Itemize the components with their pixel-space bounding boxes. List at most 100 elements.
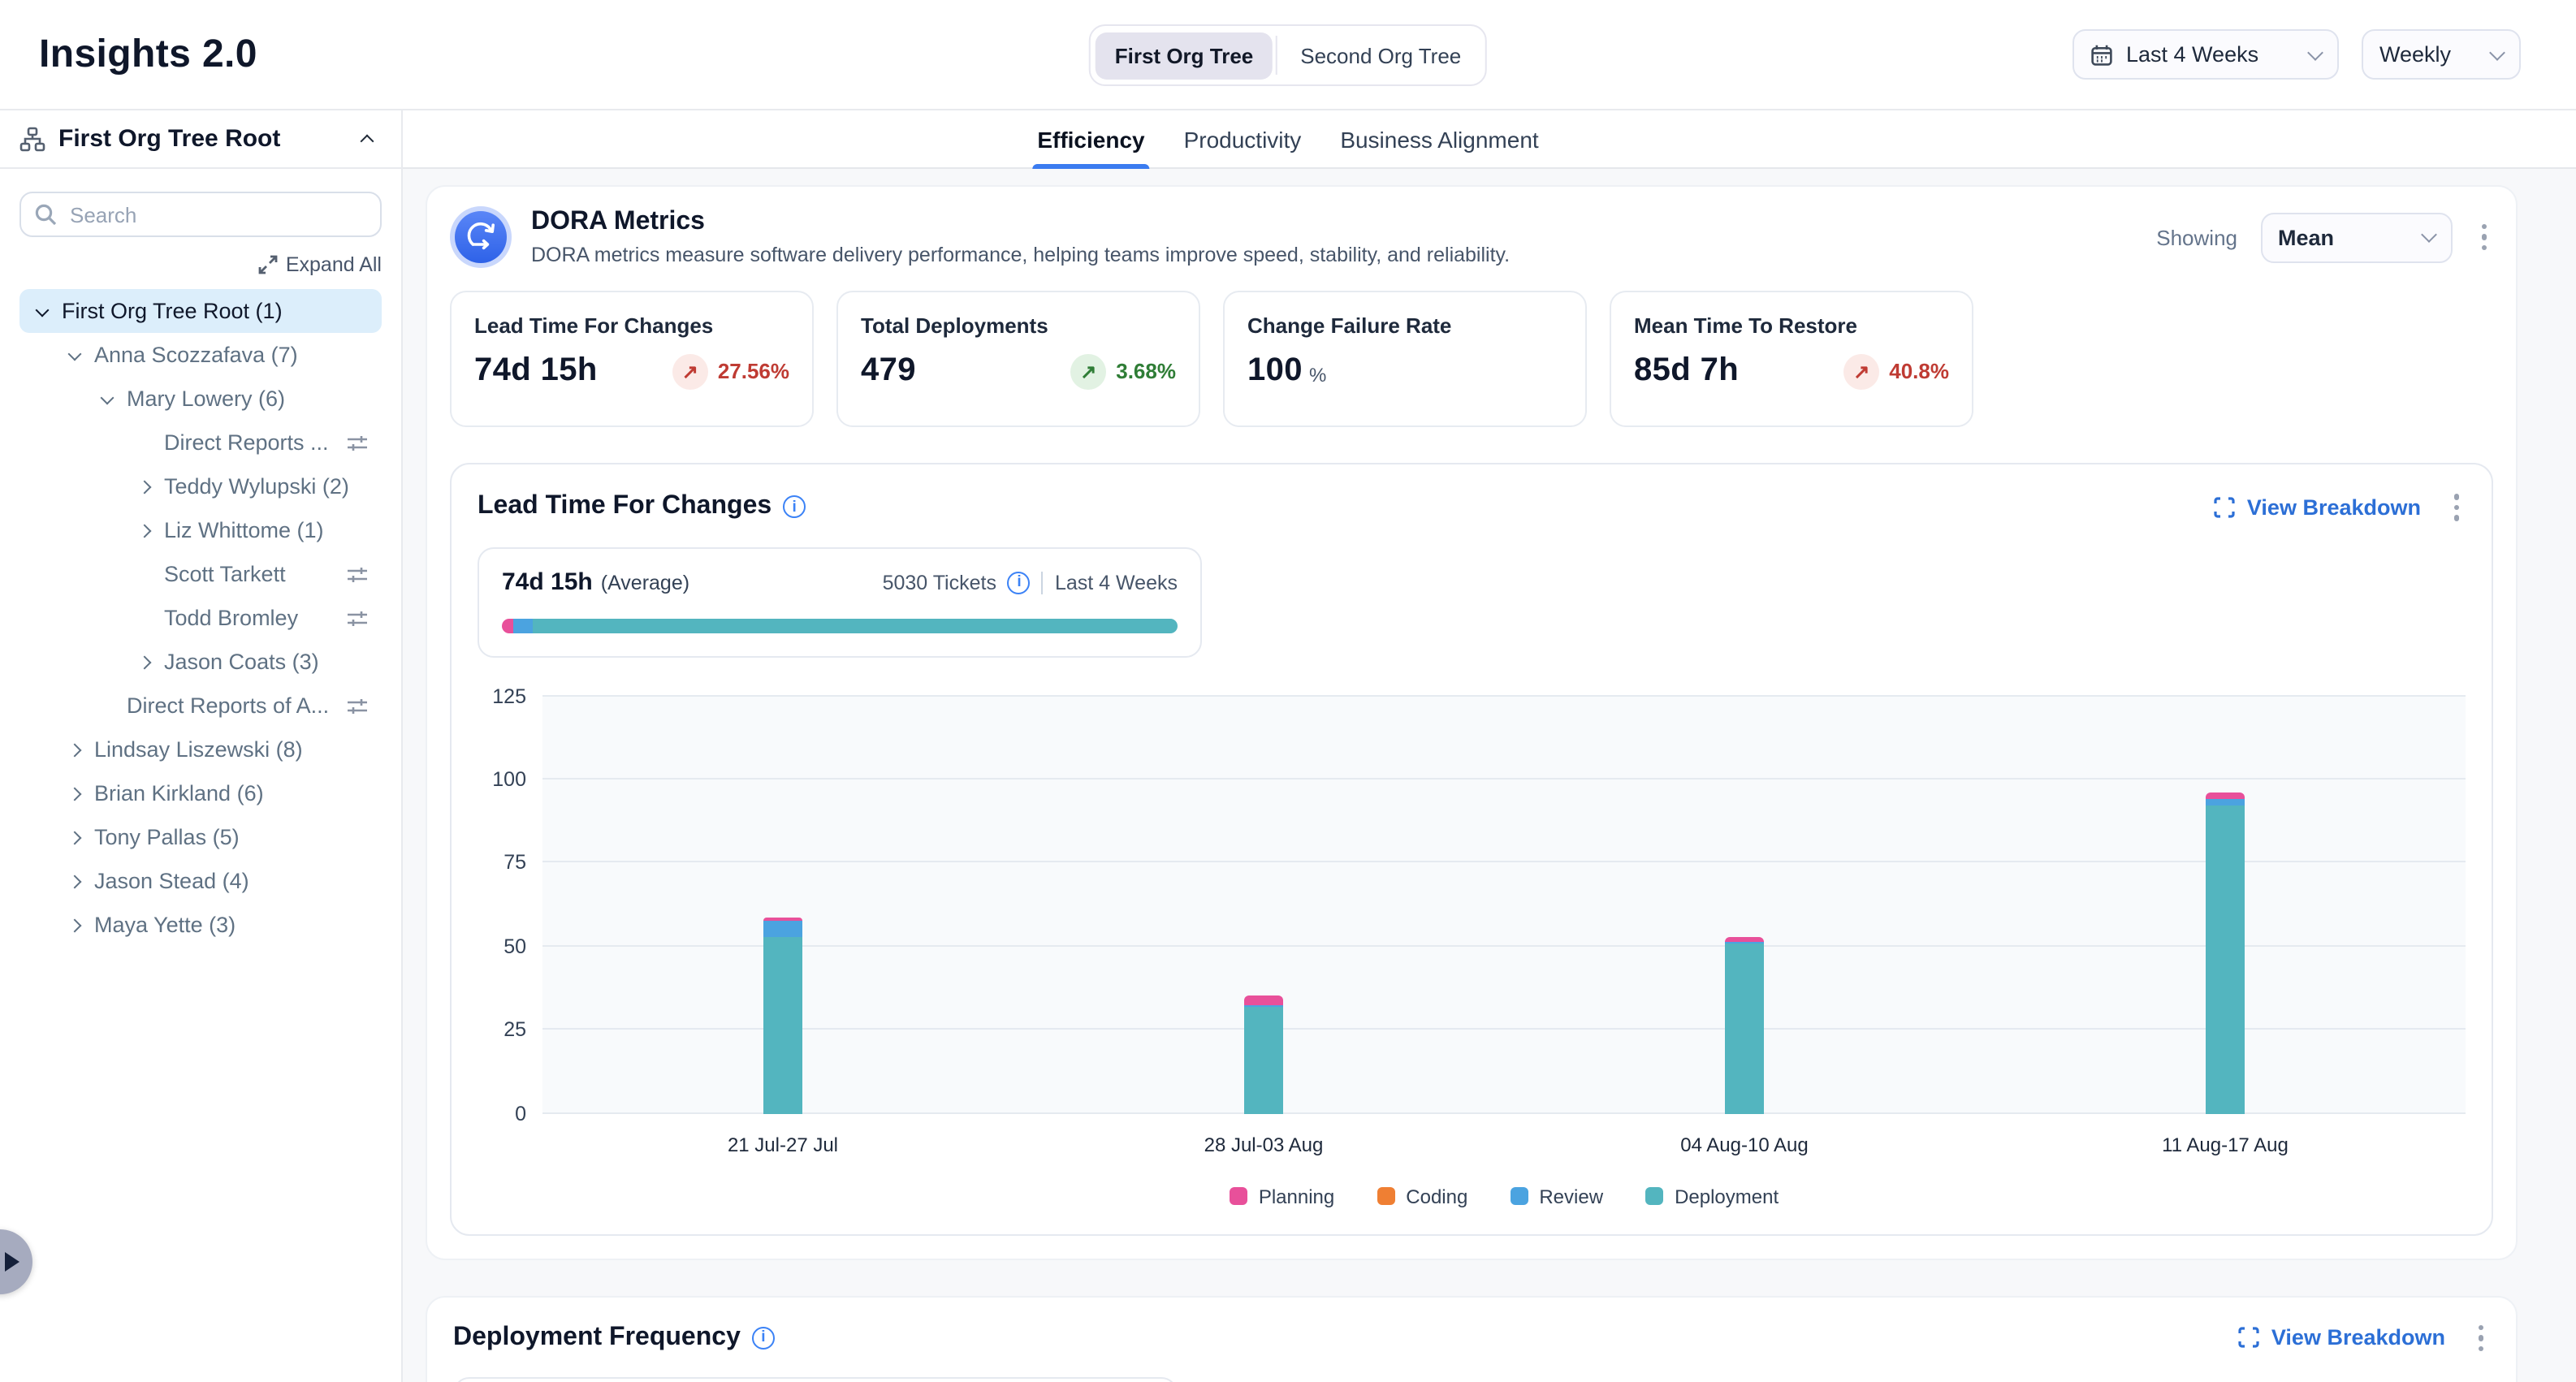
chevron-down-icon <box>2307 44 2323 60</box>
average-value: 74d 15h <box>502 568 593 595</box>
expand-icon <box>258 255 278 274</box>
tree-item-mary-lowery[interactable]: Mary Lowery (6) <box>19 377 382 421</box>
range-label: Last 4 Weeks <box>1055 571 1178 594</box>
toggle-second-org-tree[interactable]: Second Org Tree <box>1281 32 1480 79</box>
dora-title: DORA Metrics <box>531 208 1510 237</box>
tree-item-jason-coats[interactable]: Jason Coats (3) <box>19 640 382 684</box>
chevron-down-icon <box>2489 44 2505 60</box>
y-tick-label: 75 <box>504 852 526 875</box>
view-breakdown-link[interactable]: View Breakdown <box>2239 1326 2445 1350</box>
deployment-summary-box <box>453 1377 1178 1382</box>
trend-badge: ↗ 3.68% <box>1070 353 1176 389</box>
y-axis: 0255075100125 <box>478 696 542 1113</box>
chart-legend: Planning Coding Review <box>542 1185 2466 1207</box>
expand-all-button[interactable]: Expand All <box>0 253 382 276</box>
info-icon[interactable]: i <box>752 1327 775 1350</box>
search-icon <box>34 203 57 226</box>
legend-swatch <box>1510 1187 1528 1205</box>
org-tree: First Org Tree Root (1) Anna Scozzafava … <box>0 289 401 947</box>
legend-review: Review <box>1510 1185 1603 1207</box>
phase-progress-bar <box>502 618 1178 633</box>
chevron-down-icon <box>29 308 55 314</box>
deployment-frequency-title: Deployment Frequency <box>453 1324 741 1353</box>
filter-sliders-icon[interactable] <box>346 563 369 585</box>
sidebar-title: First Org Tree Root <box>58 125 280 153</box>
tree-item-teddy-wylupski[interactable]: Teddy Wylupski (2) <box>19 464 382 508</box>
filter-sliders-icon[interactable] <box>346 431 369 454</box>
sidebar-collapse-chevron[interactable] <box>352 124 382 153</box>
dora-kebab-menu[interactable] <box>2474 218 2493 257</box>
tabs-bar: Efficiency Productivity Business Alignme… <box>403 110 2576 169</box>
stacked-bar <box>763 696 802 1113</box>
bar-segment-planning <box>1244 995 1283 1004</box>
dora-subtitle: DORA metrics measure software delivery p… <box>531 244 1510 266</box>
filter-sliders-icon[interactable] <box>346 607 369 629</box>
play-triangle-icon <box>4 1252 19 1272</box>
tree-item-todd-bromley[interactable]: Todd Bromley <box>19 596 382 640</box>
metric-card-mean-time-to-restore: Mean Time To Restore 85d 7h ↗ 40.8% <box>1610 291 1973 427</box>
dora-metrics-panel: DORA Metrics DORA metrics measure softwa… <box>426 185 2518 1259</box>
showing-value: Mean <box>2278 225 2400 249</box>
app-window: Insights 2.0 First Org Tree Second Org T… <box>0 0 2576 1382</box>
bar-segment-review <box>763 922 802 937</box>
tree-item-lindsay-liszewski[interactable]: Lindsay Liszewski (8) <box>19 728 382 771</box>
tree-item-direct-reports[interactable]: Direct Reports ... <box>19 421 382 464</box>
progress-segment-review <box>512 618 533 633</box>
legend-planning: Planning <box>1230 1185 1334 1207</box>
toggle-divider <box>1276 36 1277 75</box>
top-bar: Insights 2.0 First Org Tree Second Org T… <box>0 0 2576 110</box>
lead-time-kebab-menu[interactable] <box>2447 487 2466 527</box>
progress-segment-planning <box>502 618 512 633</box>
sidebar-search <box>19 192 382 237</box>
granularity-select[interactable]: Weekly <box>2362 29 2521 80</box>
app-title: Insights 2.0 <box>39 32 257 77</box>
tab-efficiency[interactable]: Efficiency <box>1032 110 1149 169</box>
toggle-first-org-tree[interactable]: First Org Tree <box>1096 32 1273 79</box>
sidebar-header: First Org Tree Root <box>0 110 401 169</box>
tickets-count: 5030 Tickets <box>883 571 996 594</box>
topbar-controls: Last 4 Weeks Weekly <box>2072 29 2521 80</box>
chevron-down-icon <box>62 352 88 358</box>
bar-segment-deployment <box>1725 943 1764 1113</box>
tree-item-brian-kirkland[interactable]: Brian Kirkland (6) <box>19 771 382 815</box>
tree-item-root[interactable]: First Org Tree Root (1) <box>19 289 382 333</box>
tree-item-direct-reports-of-a[interactable]: Direct Reports of A... <box>19 684 382 728</box>
info-icon[interactable]: i <box>783 496 806 519</box>
y-tick-label: 0 <box>515 1102 526 1125</box>
tab-business-alignment[interactable]: Business Alignment <box>1335 110 1543 169</box>
calendar-icon <box>2090 43 2113 66</box>
tab-productivity[interactable]: Productivity <box>1179 110 1307 169</box>
tree-item-jason-stead[interactable]: Jason Stead (4) <box>19 859 382 903</box>
bar-segment-deployment <box>1244 1006 1283 1113</box>
tree-item-scott-tarkett[interactable]: Scott Tarkett <box>19 552 382 596</box>
tree-item-maya-yette[interactable]: Maya Yette (3) <box>19 903 382 947</box>
stacked-bar <box>1725 696 1764 1113</box>
info-icon[interactable]: i <box>1008 571 1031 594</box>
progress-segment-deployment <box>533 618 1178 633</box>
y-tick-label: 125 <box>492 685 526 707</box>
view-breakdown-link[interactable]: View Breakdown <box>2215 495 2421 520</box>
org-tree-icon <box>19 126 45 152</box>
date-range-select[interactable]: Last 4 Weeks <box>2072 29 2339 80</box>
legend-swatch <box>1645 1187 1663 1205</box>
tree-item-anna-scozzafava[interactable]: Anna Scozzafava (7) <box>19 333 382 377</box>
filter-sliders-icon[interactable] <box>346 694 369 717</box>
deployment-frequency-kebab-menu[interactable] <box>2471 1318 2490 1358</box>
tree-item-liz-whittome[interactable]: Liz Whittome (1) <box>19 508 382 552</box>
deployment-frequency-section: Deployment Frequency i View Breakdow <box>426 1295 2518 1382</box>
trend-badge: ↗ 40.8% <box>1843 353 1949 389</box>
org-tree-sidebar: First Org Tree Root Expand All <box>0 110 403 1382</box>
tree-item-tony-pallas[interactable]: Tony Pallas (5) <box>19 815 382 859</box>
search-input[interactable] <box>67 201 367 228</box>
date-range-value: Last 4 Weeks <box>2126 42 2287 67</box>
legend-swatch <box>1377 1187 1394 1205</box>
showing-mean-select[interactable]: Mean <box>2260 212 2452 262</box>
chart-plot <box>542 696 2466 1113</box>
dora-cycle-icon <box>450 206 512 268</box>
chevron-right-icon <box>62 920 88 930</box>
chevron-right-icon <box>132 525 158 535</box>
stacked-bar <box>1244 696 1283 1113</box>
y-tick-label: 50 <box>504 935 526 957</box>
trend-up-arrow-icon: ↗ <box>672 353 708 389</box>
chevron-right-icon <box>62 788 88 798</box>
